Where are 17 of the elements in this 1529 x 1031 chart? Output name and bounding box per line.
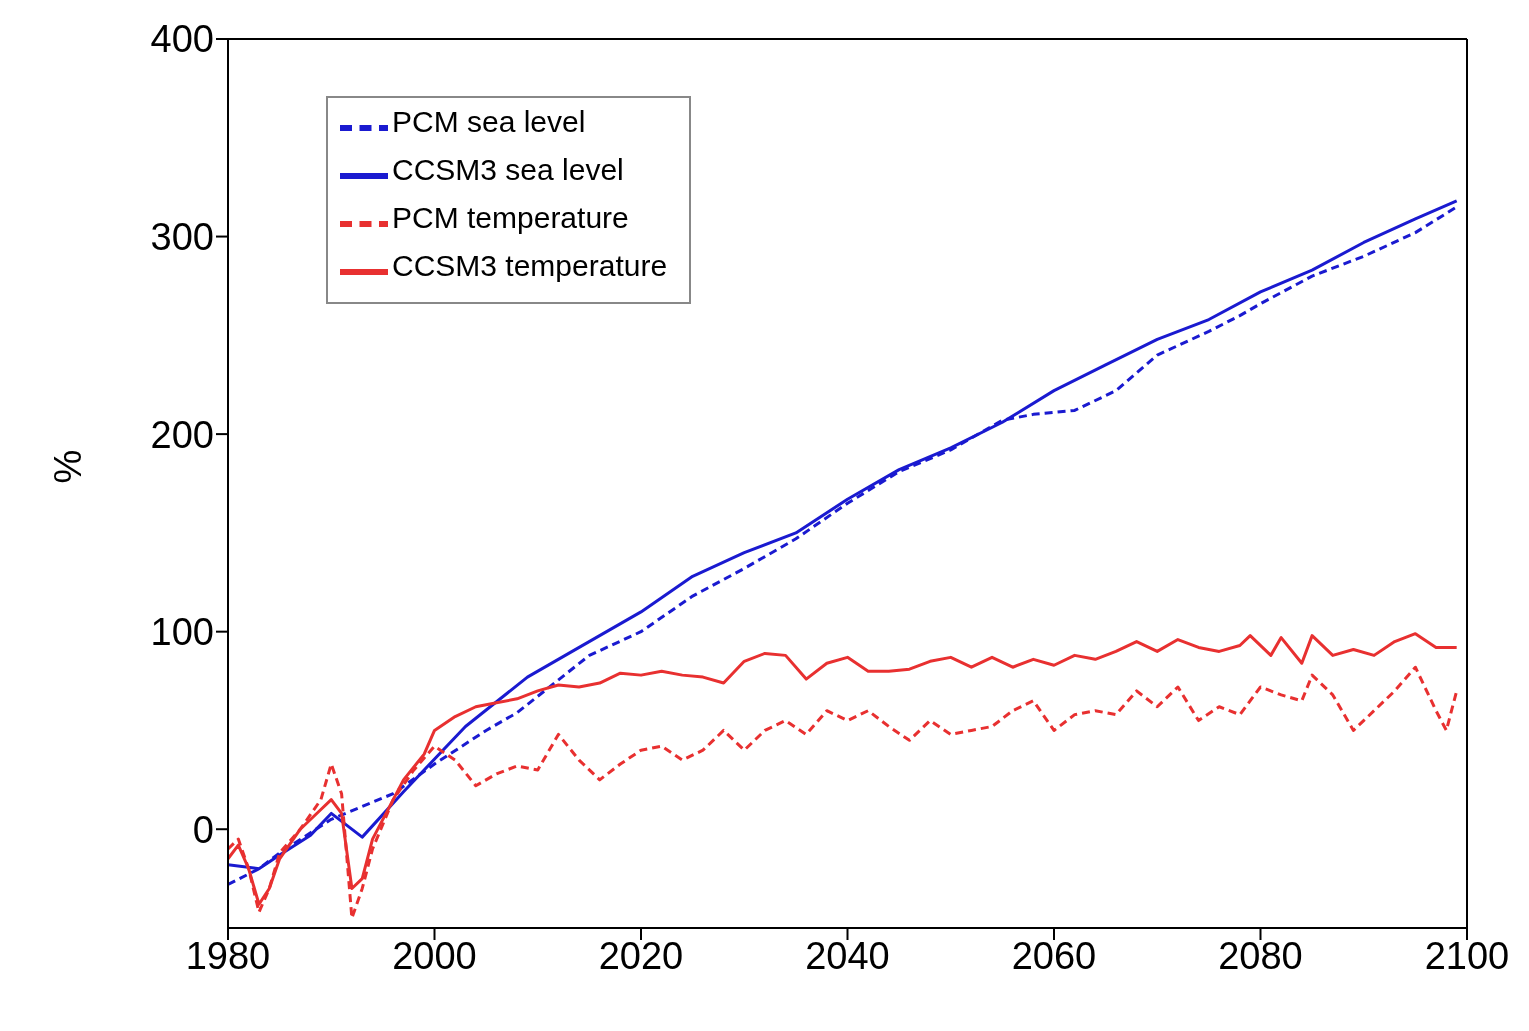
x-tick-label: 2020 — [598, 934, 684, 977]
legend-label: CCSM3 temperature — [392, 249, 668, 283]
x-tick-label: 2000 — [392, 934, 477, 977]
x-tick-label: 1980 — [185, 934, 271, 977]
y-tick-label: 300 — [150, 216, 214, 259]
legend-label: CCSM3 sea level — [392, 153, 624, 187]
y-tick-label: 400 — [150, 18, 214, 61]
y-tick-label: 200 — [150, 413, 214, 456]
x-tick-label: 2100 — [1424, 934, 1510, 977]
x-tick-label: 2060 — [1011, 934, 1097, 977]
x-tick-label: 2080 — [1218, 934, 1303, 977]
y-tick-label: 100 — [150, 611, 214, 654]
legend-label: PCM temperature — [392, 201, 629, 235]
legend-label: PCM sea level — [392, 105, 586, 139]
y-tick-label: 0 — [192, 808, 214, 851]
y-axis-title: % — [47, 449, 90, 484]
x-tick-label: 2040 — [805, 934, 890, 977]
